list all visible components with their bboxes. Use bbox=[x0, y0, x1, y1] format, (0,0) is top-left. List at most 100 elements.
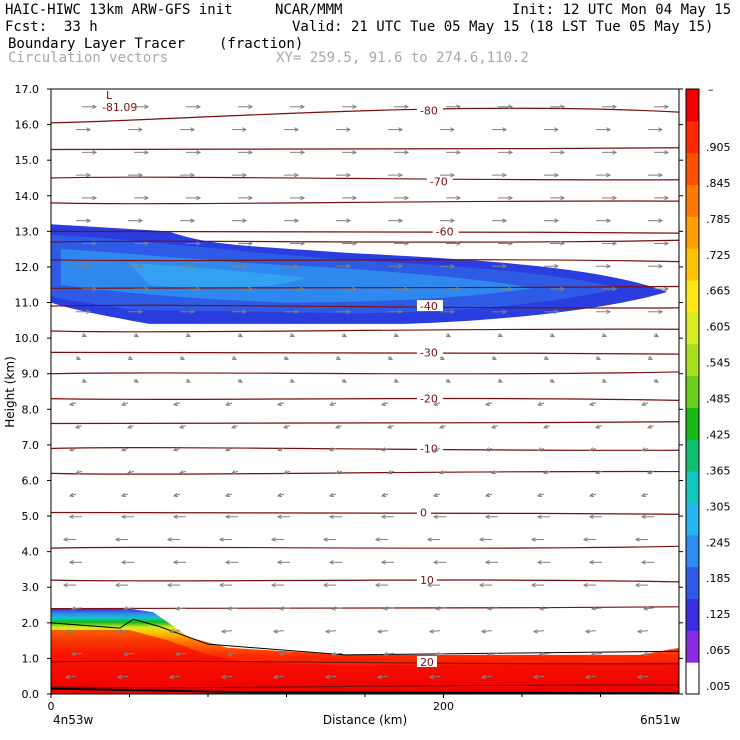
wind-vector-head bbox=[428, 674, 434, 680]
forecast-label: Fcst: bbox=[5, 19, 48, 35]
wind-vector-head bbox=[185, 378, 191, 383]
y-tick-label: 14.0 bbox=[15, 190, 40, 203]
wind-vector-head bbox=[560, 195, 566, 201]
wind-vector-head bbox=[276, 492, 283, 498]
wind-vector-head bbox=[664, 286, 670, 292]
wind-vector-head bbox=[230, 470, 237, 475]
colorbar-label: .125 bbox=[706, 608, 731, 621]
wind-vector-head bbox=[404, 195, 410, 201]
wind-vector-head bbox=[450, 309, 456, 315]
wind-vector-head bbox=[352, 150, 358, 155]
colorbar-label: .905 bbox=[706, 141, 731, 154]
wind-vector-head bbox=[172, 560, 178, 565]
wind-vector-head bbox=[174, 651, 180, 657]
wind-vector-head bbox=[536, 447, 543, 452]
x-start-location: 4n53w bbox=[53, 713, 94, 727]
wind-vector bbox=[65, 675, 77, 678]
wind-vector-head bbox=[172, 492, 179, 498]
wind-vector-head bbox=[640, 401, 647, 406]
wind-vector-head bbox=[120, 447, 127, 452]
y-tick-label: 16.0 bbox=[15, 119, 40, 132]
y-tick-label: 0.0 bbox=[22, 688, 40, 701]
wind-vector-head bbox=[497, 378, 503, 383]
wind-vector bbox=[539, 607, 551, 610]
wind-vector bbox=[71, 652, 83, 655]
colorbar-label: .245 bbox=[706, 536, 731, 549]
wind-vector-head bbox=[122, 651, 128, 657]
isotherm bbox=[51, 421, 679, 425]
wind-vector-head bbox=[322, 582, 328, 588]
wind-vector bbox=[533, 675, 545, 678]
wind-vector-head bbox=[294, 127, 300, 132]
wind-vector bbox=[533, 630, 545, 633]
y-tick-label: 5.0 bbox=[22, 510, 40, 523]
wind-vector-head bbox=[270, 537, 276, 542]
wind-vector-head bbox=[81, 333, 87, 338]
wind-vector-head bbox=[248, 286, 254, 292]
wind-vector-head bbox=[334, 470, 341, 475]
wind-vector-head bbox=[595, 355, 601, 360]
wind-vector bbox=[273, 630, 285, 633]
wind-vector bbox=[331, 652, 343, 655]
colorbar-swatch bbox=[686, 248, 699, 281]
wind-vector-head bbox=[594, 470, 601, 475]
wind-vector-head bbox=[62, 582, 68, 588]
terrain-line bbox=[51, 687, 679, 694]
isotherm bbox=[51, 684, 679, 689]
wind-vector-head bbox=[74, 470, 81, 475]
wind-vector-head bbox=[382, 651, 388, 657]
wind-vector-head bbox=[606, 309, 612, 315]
colorbar-swatch bbox=[686, 502, 699, 536]
wind-vector-head bbox=[398, 172, 404, 178]
wind-vector-head bbox=[590, 651, 596, 657]
isotherm bbox=[51, 511, 679, 515]
wind-vector bbox=[487, 652, 499, 655]
wind-vector-head bbox=[190, 263, 196, 269]
wind-vector-head bbox=[508, 104, 514, 110]
wind-vector bbox=[383, 652, 395, 655]
x-axis-title: Distance (km) bbox=[323, 713, 407, 727]
y-tick-label: 12.0 bbox=[15, 261, 40, 274]
wind-vector-head bbox=[491, 355, 497, 360]
wind-vector-head bbox=[248, 150, 254, 155]
wind-vector-head bbox=[335, 355, 341, 360]
wind-vector-head bbox=[289, 378, 295, 383]
wind-vector bbox=[377, 675, 389, 678]
isotherm bbox=[51, 200, 679, 205]
wind-vector-head bbox=[588, 560, 594, 565]
wind-vector-head bbox=[456, 241, 462, 246]
wind-vector-head bbox=[224, 560, 230, 565]
wind-vector-head bbox=[658, 127, 664, 132]
wind-vector-head bbox=[237, 333, 243, 338]
wind-vector bbox=[279, 652, 291, 655]
contour-label: 0 bbox=[420, 507, 427, 520]
xsection-endpoints: XY= 259.5, 91.6 to 274.6,110.2 bbox=[276, 50, 529, 66]
contour-label-bg bbox=[416, 442, 443, 454]
wind-vector bbox=[429, 675, 441, 678]
y-axis-title: Height (km) bbox=[3, 356, 17, 427]
colorbar: – .905 .845 .785 .725 .665 .605 .545 .485 .425 .36… bbox=[685, 83, 731, 695]
wind-vector-head bbox=[450, 172, 456, 178]
wind-vector-head bbox=[426, 537, 432, 542]
wind-vector-head bbox=[543, 355, 549, 360]
wind-vector-head bbox=[328, 492, 335, 498]
contour-label-bg bbox=[416, 392, 443, 404]
wind-vector-head bbox=[456, 150, 462, 155]
contour-min-marker: L bbox=[106, 89, 113, 102]
wind-vector-head bbox=[380, 401, 387, 406]
wind-vector-head bbox=[530, 537, 536, 542]
colorbar-frame bbox=[685, 88, 700, 695]
wind-vector-head bbox=[300, 150, 306, 155]
wind-vector-head bbox=[478, 582, 484, 588]
wind-vector-head bbox=[560, 104, 566, 110]
wind-vector-head bbox=[242, 127, 248, 132]
wind-vector-head bbox=[484, 560, 490, 565]
colorbar-swatch bbox=[686, 630, 699, 663]
wind-vector-head bbox=[380, 560, 386, 565]
x-end-location: 6n51w bbox=[640, 713, 681, 727]
wind-vector-head bbox=[174, 606, 180, 611]
wind-vector bbox=[643, 652, 655, 655]
wind-vector-head bbox=[224, 447, 231, 452]
wind-vector-head bbox=[346, 263, 352, 269]
